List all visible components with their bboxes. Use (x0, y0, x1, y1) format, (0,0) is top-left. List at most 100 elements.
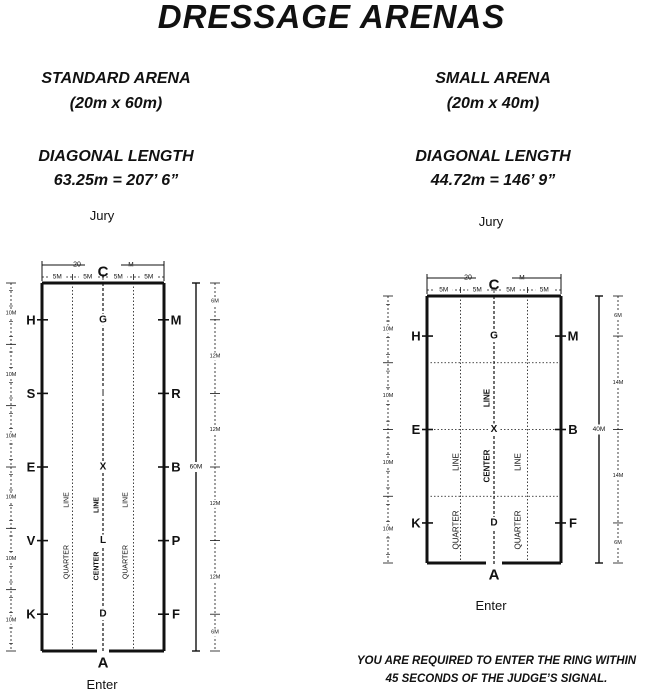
standard-left-dim-0: 10M (6, 311, 17, 317)
standard-segment-label-1: 5M (83, 274, 92, 281)
standard-left-dim-bg-1 (2, 371, 20, 379)
standard-diagonal-value: 63.25m = 207’ 6” (53, 172, 179, 189)
small-segment-label-1: 5M (473, 287, 482, 294)
standard-line-label-5: LINE (123, 492, 130, 508)
standard-marker-C: C (98, 264, 109, 281)
small-segment-label-bg-0 (434, 286, 453, 294)
small-jury-label: Jury (478, 214, 504, 229)
small-marker-C: C (489, 277, 500, 294)
small-left-dim-1: 10M (383, 393, 394, 399)
small-line-label-5: LINE (514, 453, 523, 471)
standard-center-letter-G: G (99, 314, 107, 325)
standard-segment-label-bg-1 (78, 273, 97, 281)
standard-center-letter-X: X (100, 462, 107, 473)
small-center-letter-X: X (491, 424, 498, 435)
standard-width-label: 20 (73, 262, 81, 269)
standard-center-letter-bg-4 (98, 608, 108, 621)
small-line-label-0: CENTER (483, 449, 492, 482)
small-left-dim-2: 10M (383, 460, 394, 466)
small-enter-label: Enter (475, 598, 507, 613)
standard-line-label-0: CENTER (94, 552, 101, 581)
standard-jury-label: Jury (89, 208, 115, 223)
small-left-dim-3: 10M (383, 527, 394, 533)
small-line-label-4: QUARTER (514, 510, 523, 549)
small-left-dim-bg-3 (379, 525, 397, 534)
standard-marker-R: R (171, 386, 181, 401)
standard-center-letter-bg-2 (98, 461, 108, 473)
entry-note-line-1: YOU ARE REQUIRED TO ENTER THE RING WITHI… (356, 655, 637, 667)
small-marker-H: H (411, 329, 420, 344)
standard-length-label-bg (187, 462, 205, 472)
small-length-label-bg (590, 424, 608, 435)
standard-segment-label-0: 5M (53, 274, 62, 281)
standard-right-dim-4: 12M (210, 574, 221, 580)
small-segment-label-bg-3 (535, 286, 554, 294)
standard-right-dim-bg-3 (208, 499, 222, 508)
page-title: DRESSAGE ARENAS (157, 0, 506, 35)
standard-left-dim-bg-2 (2, 432, 20, 441)
standard-marker-P: P (172, 533, 181, 548)
entry-note: YOU ARE REQUIRED TO ENTER THE RING WITHI… (330, 652, 663, 688)
standard-center-letter-L: L (100, 535, 106, 546)
small-segment-label-bg-1 (468, 286, 487, 294)
standard-left-dim-3: 10M (6, 495, 17, 501)
standard-left-dim-2: 10M (6, 433, 17, 439)
standard-right-dim-1: 12M (210, 354, 221, 360)
standard-width-corner-letter: M (128, 262, 133, 269)
standard-right-dim-bg-0 (208, 297, 222, 306)
small-segment-label-0: 5M (439, 287, 448, 294)
standard-line-label-2: QUARTER (64, 545, 71, 579)
small-segment-label-bg-2 (501, 286, 520, 294)
standard-marker-B: B (171, 460, 180, 475)
standard-center-letter-bg-1 (98, 387, 108, 400)
small-left-dim-bg-0 (379, 325, 397, 334)
standard-marker-S: S (27, 386, 36, 401)
small-center-letter-bg-1 (489, 423, 499, 436)
standard-right-dim-5: 6M (211, 630, 219, 636)
standard-marker-V: V (27, 533, 36, 548)
small-diagonal-heading: DIAGONAL LENGTH (415, 148, 571, 165)
small-left-dim-bg-2 (379, 458, 397, 467)
small-length-label: 40M (593, 426, 606, 433)
small-right-dim-1: 14M (613, 380, 624, 386)
standard-right-dim-bg-2 (208, 426, 222, 435)
small-right-dim-2: 14M (613, 473, 624, 479)
small-diagonal-value: 44.72m = 146’ 9” (430, 172, 556, 189)
small-left-dim-0: 10M (383, 326, 394, 332)
small-marker-B: B (568, 422, 577, 437)
standard-segment-label-3: 5M (144, 274, 153, 281)
small-left-dim-bg-1 (379, 392, 397, 401)
small-segment-label-2: 5M (506, 287, 515, 294)
standard-right-dim-0: 6M (211, 298, 219, 304)
standard-marker-H: H (26, 312, 35, 327)
standard-line-label-3: LINE (64, 492, 71, 508)
small-center-letter-bg-0 (489, 330, 499, 343)
standard-segment-label-bg-0 (48, 273, 67, 281)
standard-right-dim-3: 12M (210, 501, 221, 507)
standard-diagonal-heading: DIAGONAL LENGTH (38, 148, 194, 165)
small-right-dim-bg-3 (611, 538, 625, 547)
small-segment-label-3: 5M (540, 287, 549, 294)
standard-line-label-1: LINE (94, 497, 101, 513)
standard-left-dim-bg-3 (2, 493, 20, 502)
small-line-label-2: QUARTER (452, 510, 461, 549)
standard-marker-E: E (27, 460, 36, 475)
standard-center-letter-bg-0 (98, 313, 108, 326)
standard-left-dim-5: 10M (6, 617, 17, 623)
standard-segment-label-2: 5M (114, 274, 123, 281)
standard-left-dim-1: 10M (6, 372, 17, 378)
standard-line-label-4: QUARTER (123, 545, 130, 579)
small-marker-E: E (412, 422, 421, 437)
small-center-letter-G: G (490, 331, 498, 342)
standard-segment-label-bg-2 (109, 273, 128, 281)
small-marker-F: F (569, 515, 577, 530)
standard-marker-F: F (172, 607, 180, 622)
small-center-letter-bg-2 (489, 516, 499, 529)
small-marker-M: M (568, 329, 579, 344)
small-width-corner-letter: M (519, 275, 524, 282)
entry-note-line-2: 45 SECONDS OF THE JUDGE’S SIGNAL. (385, 673, 608, 685)
standard-length-label: 60M (190, 464, 203, 471)
small-arena-size: (20m x 40m) (446, 95, 540, 112)
standard-marker-K: K (26, 607, 36, 622)
